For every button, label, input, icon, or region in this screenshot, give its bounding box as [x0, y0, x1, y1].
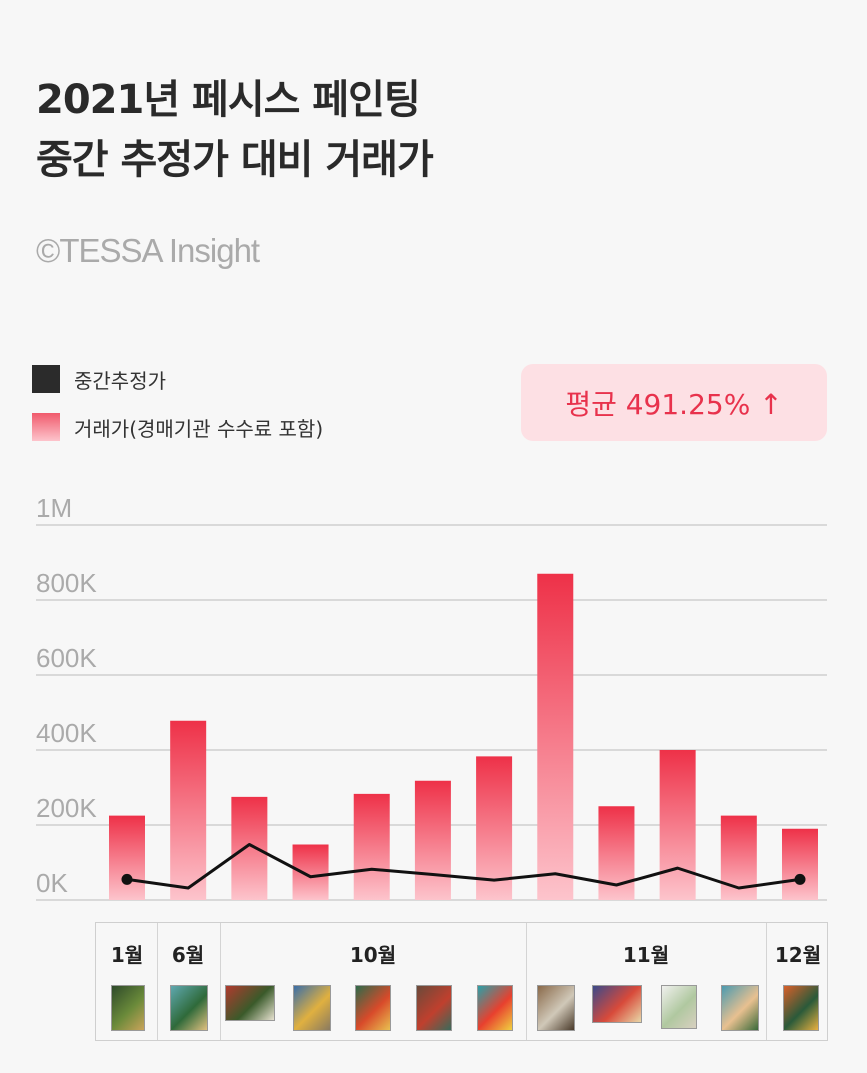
price-bar — [353, 793, 390, 900]
painting-thumbnail — [660, 985, 697, 1029]
price-bar — [292, 844, 329, 900]
price-bar — [537, 573, 574, 900]
month-label: 10월 — [349, 943, 397, 967]
price-bar — [476, 756, 513, 900]
month-label: 6월 — [171, 943, 205, 967]
estimate-swatch — [32, 365, 60, 393]
painting-thumbnail — [170, 985, 209, 1031]
estimate-point — [121, 873, 133, 885]
legend: 중간추정가 거래가(경매기관 수수료 포함) — [32, 364, 323, 460]
month-label: 11월 — [622, 943, 670, 967]
painting-thumbnail — [477, 985, 514, 1031]
title-line-2: 중간 추정가 대비 거래가 — [36, 137, 434, 183]
chart-title: 2021년 페시스 페인팅 중간 추정가 대비 거래가 — [36, 70, 434, 190]
y-tick-label: 0K — [36, 868, 68, 898]
painting-thumbnail — [537, 985, 576, 1031]
month-divider — [157, 923, 158, 1040]
legend-label-price: 거래가(경매기관 수수료 포함) — [74, 416, 324, 441]
painting-thumbnail — [592, 985, 643, 1023]
price-bar — [231, 796, 268, 900]
estimate-line — [126, 843, 801, 890]
price-bar — [414, 780, 451, 900]
painting-thumbnail — [225, 985, 276, 1021]
month-label: 1월 — [110, 943, 144, 967]
title-line-1: 2021년 페시스 페인팅 — [36, 77, 421, 123]
y-tick-label: 600K — [36, 643, 97, 673]
legend-item-price: 거래가(경매기관 수수료 포함) — [32, 412, 323, 442]
y-tick-label: 800K — [36, 568, 97, 598]
legend-item-estimate: 중간추정가 — [32, 364, 323, 394]
painting-thumbnail — [415, 985, 452, 1031]
bar-line-chart: 0K 200K 400K 600K 800K 1M — [36, 493, 827, 901]
copyright-text: ©TESSA Insight — [36, 232, 260, 269]
month-thumbnail-panel: 1월 6월 10월 11월 12월 — [95, 922, 828, 1041]
month-label: 12월 — [774, 943, 822, 967]
price-bar — [659, 750, 696, 900]
month-divider — [766, 923, 767, 1040]
price-bar — [782, 828, 818, 900]
month-divider — [526, 923, 527, 1040]
price-swatch — [32, 413, 60, 441]
painting-thumbnail — [354, 985, 391, 1031]
painting-thumbnail — [111, 985, 145, 1031]
estimate-point — [794, 873, 806, 885]
month-divider — [220, 923, 221, 1040]
price-bar — [170, 720, 207, 900]
y-tick-label: 400K — [36, 718, 97, 748]
y-tick-label: 200K — [36, 793, 97, 823]
painting-thumbnail — [292, 985, 331, 1031]
legend-label-estimate: 중간추정가 — [74, 368, 166, 393]
painting-thumbnail — [783, 985, 819, 1031]
painting-thumbnail — [720, 985, 759, 1031]
price-bar — [109, 815, 145, 900]
y-tick-label: 1M — [36, 493, 72, 523]
average-badge: 평균 491.25% ↑ — [521, 364, 827, 441]
